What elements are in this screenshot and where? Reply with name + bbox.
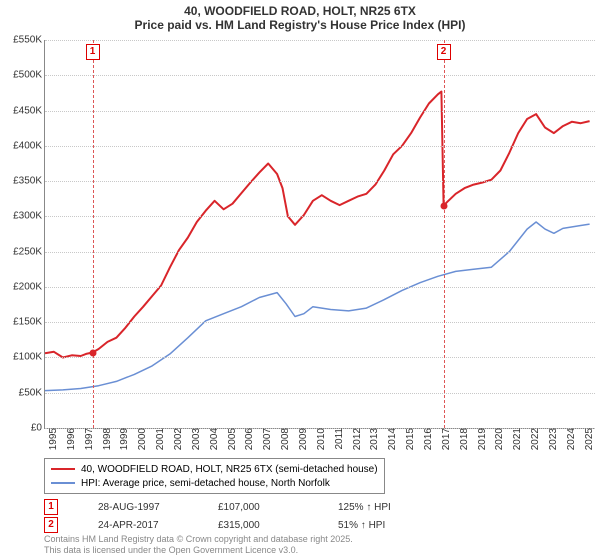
x-axis-label: 2014 xyxy=(387,428,398,458)
legend-label-hpi: HPI: Average price, semi-detached house,… xyxy=(81,478,330,489)
x-axis-label: 1997 xyxy=(84,428,95,458)
sale-marker-dot xyxy=(440,202,447,209)
x-axis-label: 2018 xyxy=(459,428,470,458)
gridline-h xyxy=(45,181,595,182)
x-axis-label: 2012 xyxy=(352,428,363,458)
series-line-price_paid xyxy=(45,92,590,358)
x-axis-label: 2021 xyxy=(512,428,523,458)
title-main: 40, WOODFIELD ROAD, HOLT, NR25 6TX xyxy=(0,4,600,18)
x-axis-label: 1999 xyxy=(119,428,130,458)
footer-attribution: Contains HM Land Registry data © Crown c… xyxy=(44,534,353,556)
y-axis-label: £400K xyxy=(13,140,42,151)
sales-row: 1 28-AUG-1997 £107,000 125% ↑ HPI xyxy=(44,498,418,516)
y-axis-label: £350K xyxy=(13,176,42,187)
gridline-h xyxy=(45,40,595,41)
x-axis-label: 2002 xyxy=(173,428,184,458)
sale-marker-line xyxy=(444,40,445,428)
sales-table: 1 28-AUG-1997 £107,000 125% ↑ HPI 2 24-A… xyxy=(44,498,418,534)
gridline-h xyxy=(45,75,595,76)
chart-lines-svg xyxy=(45,40,595,428)
x-axis-label: 1996 xyxy=(66,428,77,458)
x-axis-label: 2010 xyxy=(316,428,327,458)
x-axis-label: 2004 xyxy=(209,428,220,458)
y-axis-label: £300K xyxy=(13,211,42,222)
y-axis-label: £500K xyxy=(13,70,42,81)
x-axis-label: 2019 xyxy=(477,428,488,458)
x-axis-label: 1998 xyxy=(102,428,113,458)
y-axis-label: £150K xyxy=(13,317,42,328)
sale-marker-line xyxy=(93,40,94,428)
legend-swatch-hpi xyxy=(51,482,75,484)
series-line-hpi xyxy=(45,222,590,391)
y-axis-label: £200K xyxy=(13,281,42,292)
y-axis-label: £100K xyxy=(13,352,42,363)
x-axis-label: 2011 xyxy=(334,428,345,458)
legend-swatch-price-paid xyxy=(51,468,75,470)
x-axis-label: 2006 xyxy=(244,428,255,458)
gridline-h xyxy=(45,146,595,147)
y-axis-label: £0 xyxy=(31,423,42,434)
gridline-h xyxy=(45,252,595,253)
gridline-h xyxy=(45,393,595,394)
footer-line-2: This data is licensed under the Open Gov… xyxy=(44,545,353,556)
sale-price-1: £107,000 xyxy=(218,502,298,513)
footer-line-1: Contains HM Land Registry data © Crown c… xyxy=(44,534,353,545)
gridline-h xyxy=(45,111,595,112)
sale-delta-2: 51% ↑ HPI xyxy=(338,520,418,531)
y-axis-label: £50K xyxy=(19,387,42,398)
chart-title-block: 40, WOODFIELD ROAD, HOLT, NR25 6TX Price… xyxy=(0,0,600,32)
x-axis-label: 2025 xyxy=(584,428,595,458)
sale-badge-1: 1 xyxy=(44,499,58,515)
x-axis-label: 2000 xyxy=(137,428,148,458)
x-axis-label: 2005 xyxy=(227,428,238,458)
x-axis-label: 2008 xyxy=(280,428,291,458)
sale-date-2: 24-APR-2017 xyxy=(98,520,178,531)
x-axis-label: 2007 xyxy=(262,428,273,458)
x-axis-label: 2017 xyxy=(441,428,452,458)
gridline-h xyxy=(45,357,595,358)
sale-marker-badge: 2 xyxy=(437,44,451,60)
gridline-h xyxy=(45,216,595,217)
chart-plot-area: 12 xyxy=(44,40,595,429)
y-axis-label: £550K xyxy=(13,35,42,46)
x-axis-label: 2015 xyxy=(405,428,416,458)
gridline-h xyxy=(45,287,595,288)
legend-row-price-paid: 40, WOODFIELD ROAD, HOLT, NR25 6TX (semi… xyxy=(51,462,378,476)
sale-date-1: 28-AUG-1997 xyxy=(98,502,178,513)
gridline-h xyxy=(45,322,595,323)
sale-marker-badge: 1 xyxy=(86,44,100,60)
x-axis-label: 2016 xyxy=(423,428,434,458)
x-axis-label: 2003 xyxy=(191,428,202,458)
legend-row-hpi: HPI: Average price, semi-detached house,… xyxy=(51,476,378,490)
sale-marker-dot xyxy=(89,349,96,356)
x-axis-label: 2022 xyxy=(530,428,541,458)
legend-box: 40, WOODFIELD ROAD, HOLT, NR25 6TX (semi… xyxy=(44,458,385,494)
sales-row: 2 24-APR-2017 £315,000 51% ↑ HPI xyxy=(44,516,418,534)
x-axis-label: 1995 xyxy=(48,428,59,458)
title-sub: Price paid vs. HM Land Registry's House … xyxy=(0,18,600,32)
y-axis-label: £250K xyxy=(13,246,42,257)
x-axis-label: 2009 xyxy=(298,428,309,458)
sale-delta-1: 125% ↑ HPI xyxy=(338,502,418,513)
x-axis-label: 2013 xyxy=(369,428,380,458)
x-axis-label: 2023 xyxy=(548,428,559,458)
x-axis-label: 2020 xyxy=(494,428,505,458)
x-axis-label: 2001 xyxy=(155,428,166,458)
y-axis-label: £450K xyxy=(13,105,42,116)
sale-price-2: £315,000 xyxy=(218,520,298,531)
legend-label-price-paid: 40, WOODFIELD ROAD, HOLT, NR25 6TX (semi… xyxy=(81,464,378,475)
sale-badge-2: 2 xyxy=(44,517,58,533)
x-axis-label: 2024 xyxy=(566,428,577,458)
